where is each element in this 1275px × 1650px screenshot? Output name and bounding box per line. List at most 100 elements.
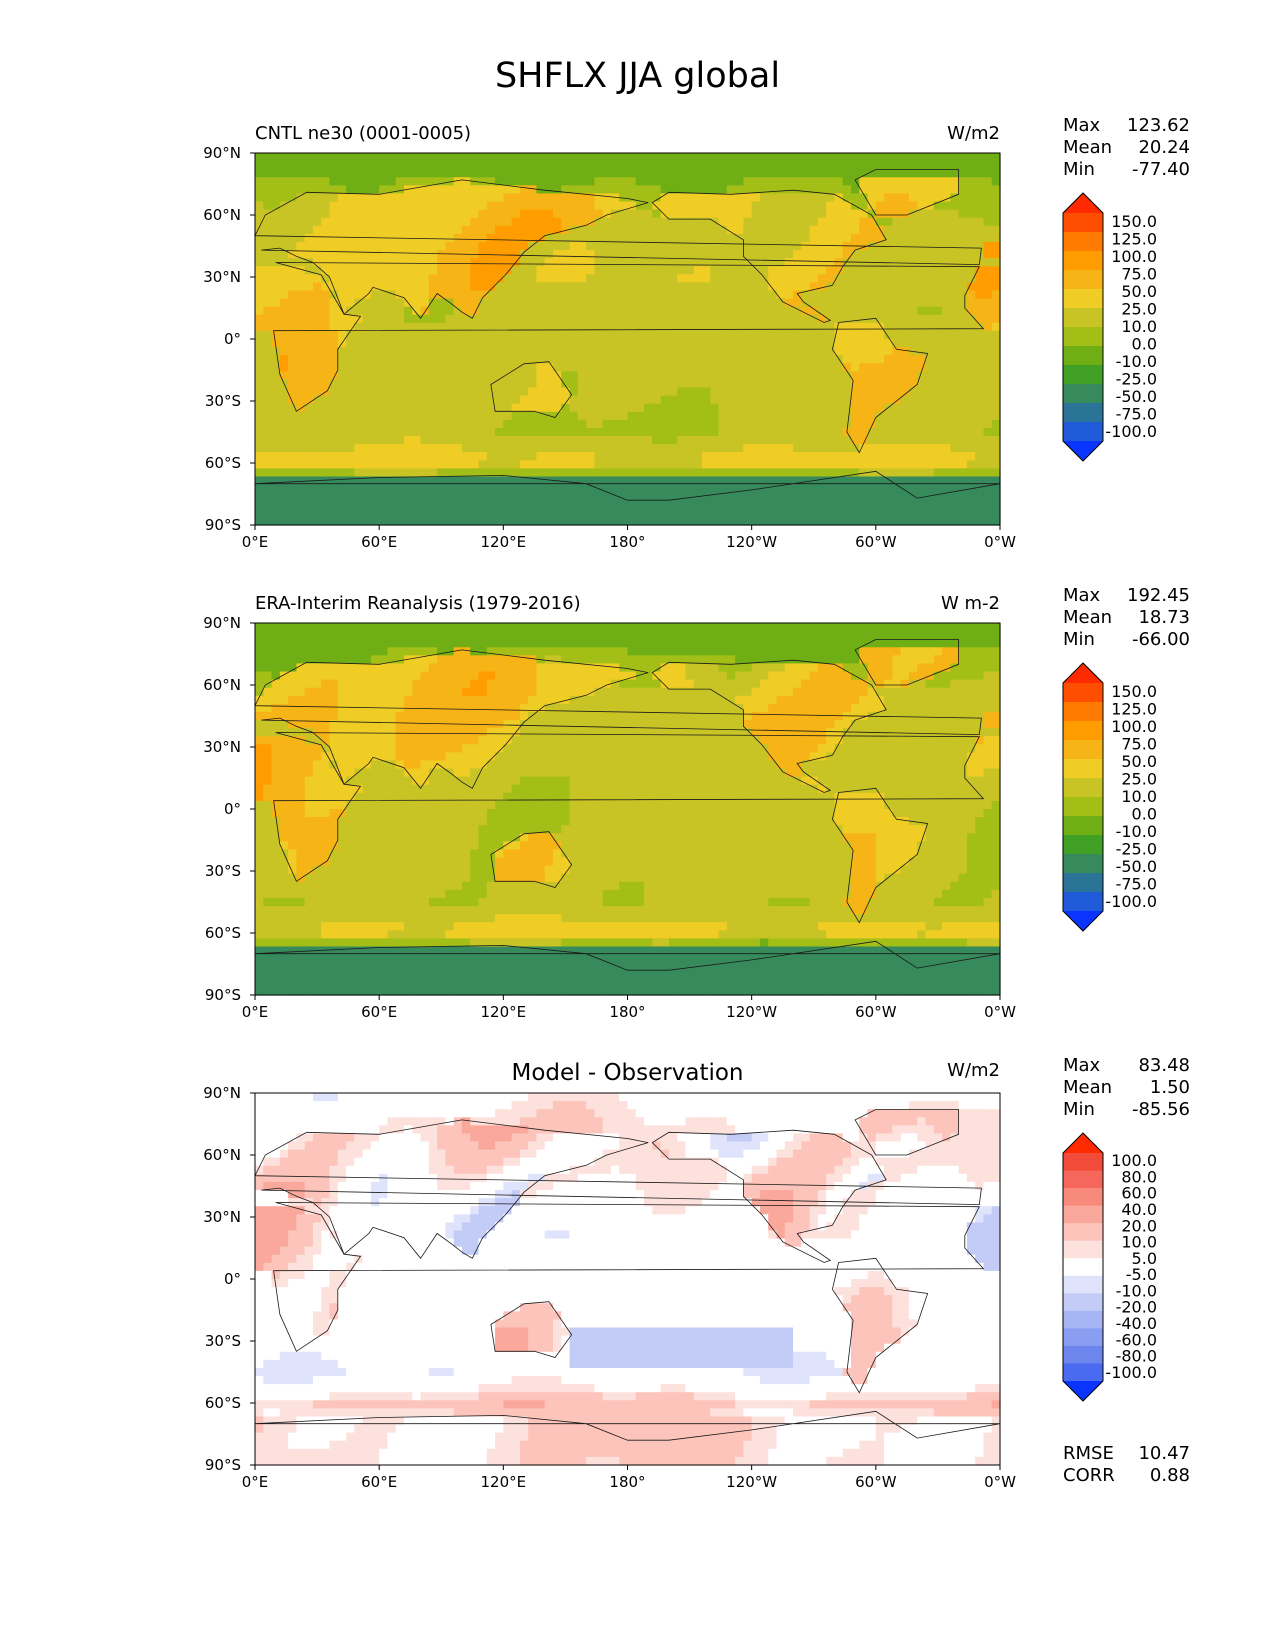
coastline — [854, 169, 959, 216]
field-cell — [801, 395, 811, 405]
field-cell — [379, 639, 389, 648]
field-cell — [660, 395, 670, 405]
field-cell — [619, 484, 629, 494]
field-cell — [461, 516, 471, 526]
field-cell — [354, 241, 364, 251]
field-cell — [627, 169, 637, 178]
field-cell — [362, 153, 372, 162]
field-cell — [759, 185, 769, 195]
field-cell — [652, 363, 662, 372]
field-cell — [759, 419, 769, 429]
field-cell — [759, 241, 769, 251]
field-cell — [362, 500, 372, 510]
field-cell — [437, 225, 446, 235]
field-cell — [859, 169, 869, 178]
field-cell — [776, 153, 786, 162]
field-cell — [255, 161, 264, 170]
field-cell — [511, 403, 521, 413]
field-cell — [619, 419, 629, 429]
field-cell — [776, 395, 786, 405]
field-cell — [495, 452, 504, 461]
field-cell — [370, 516, 380, 526]
stat-value: -77.40 — [1131, 159, 1190, 180]
field-cell — [296, 508, 306, 518]
field-cell — [776, 339, 786, 348]
field-cell — [851, 217, 860, 227]
field-cell — [271, 403, 281, 413]
field-cell — [817, 444, 827, 453]
field-cell — [428, 631, 438, 640]
field-cell — [983, 671, 993, 681]
field-cell — [304, 363, 314, 372]
field-cell — [461, 411, 471, 421]
field-cell — [428, 371, 438, 381]
field-cell — [362, 419, 372, 429]
field-cell — [991, 355, 1001, 364]
field-cell — [461, 395, 471, 405]
field-cell — [942, 306, 951, 316]
field-cell — [577, 427, 587, 437]
field-cell — [561, 468, 571, 478]
field-cell — [635, 355, 645, 364]
field-cell — [958, 314, 968, 324]
field-cell — [768, 623, 778, 632]
field-cell — [784, 282, 794, 292]
field-cell — [851, 363, 860, 372]
field-cell — [362, 679, 372, 689]
field-cell — [296, 460, 306, 469]
field-cell — [495, 639, 504, 648]
field-cell — [354, 452, 364, 461]
field-cell — [966, 355, 976, 364]
field-cell — [437, 655, 446, 665]
field-cell — [271, 468, 281, 478]
field-cell — [735, 233, 744, 243]
field-cell — [884, 209, 893, 219]
field-cell — [958, 282, 968, 292]
field-cell — [528, 395, 538, 405]
field-cell — [726, 671, 736, 681]
field-cell — [652, 631, 662, 640]
field-cell — [354, 258, 364, 267]
field-cell — [834, 663, 844, 673]
field-cell — [321, 201, 331, 211]
field-cell — [370, 225, 380, 235]
field-cell — [387, 663, 397, 673]
field-cell — [735, 500, 744, 510]
field-cell — [710, 647, 720, 656]
field-cell — [553, 250, 562, 259]
field-cell — [511, 161, 521, 170]
field-cell — [735, 201, 744, 211]
field-cell — [942, 671, 951, 681]
field-cell — [867, 306, 877, 316]
field-cell — [486, 671, 496, 681]
field-cell — [809, 201, 819, 211]
field-cell — [743, 298, 753, 308]
field-cell — [900, 217, 910, 227]
field-cell — [503, 347, 513, 356]
field-cell — [428, 314, 438, 324]
field-cell — [793, 484, 802, 494]
field-cell — [842, 444, 852, 453]
field-cell — [271, 655, 281, 665]
field-cell — [561, 258, 571, 267]
field-cell — [942, 322, 951, 332]
field-cell — [652, 687, 662, 697]
field-cell — [321, 655, 331, 665]
field-cell — [834, 427, 844, 437]
field-cell — [809, 363, 819, 372]
field-cell — [801, 363, 811, 372]
field-cell — [271, 266, 281, 275]
field-cell — [288, 452, 297, 461]
field-cell — [942, 395, 951, 405]
field-cell — [685, 169, 695, 178]
field-cell — [768, 679, 778, 689]
field-cell — [486, 436, 496, 445]
field-cell — [379, 655, 389, 665]
field-cell — [635, 225, 645, 235]
field-cell — [610, 153, 620, 162]
field-cell — [801, 290, 811, 300]
field-cell — [710, 508, 720, 518]
field-cell — [544, 355, 554, 364]
field-cell — [660, 355, 670, 364]
field-cell — [461, 679, 471, 689]
